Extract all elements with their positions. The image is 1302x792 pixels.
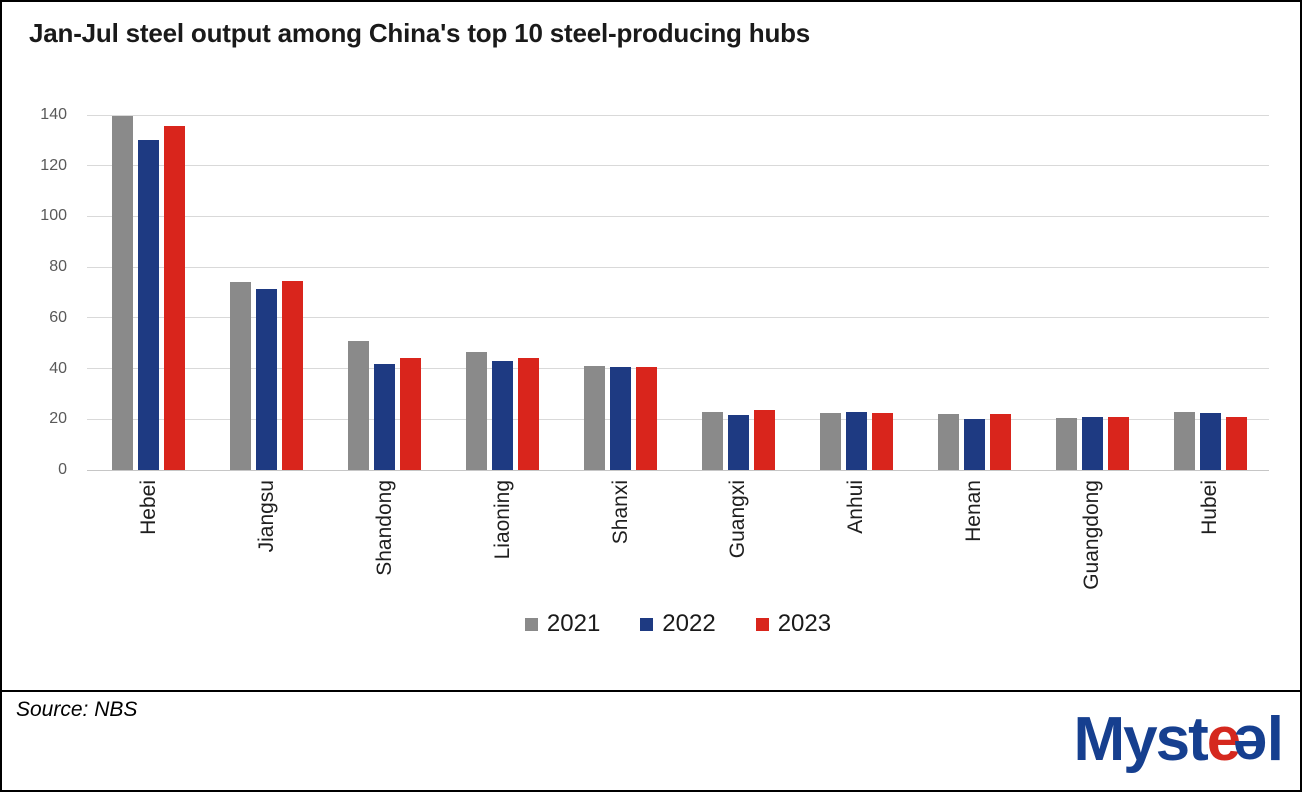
y-tick-label-60: 60 xyxy=(49,308,67,326)
bar-group-guangdong xyxy=(1033,115,1151,470)
bar-group-hebei xyxy=(90,115,208,470)
bar-2023-shanxi xyxy=(636,367,658,470)
bar-2021-hebei xyxy=(112,116,134,470)
bar-2023-liaoning xyxy=(518,358,540,470)
legend: 2021 2022 2023 xyxy=(87,610,1269,638)
legend-item-2022: 2022 xyxy=(640,610,716,638)
x-category-label-guangdong: Guangdong xyxy=(1080,480,1104,590)
bar-2021-shandong xyxy=(348,340,370,470)
bar-2022-shandong xyxy=(374,363,396,470)
bar-2021-hubei xyxy=(1173,411,1195,470)
bar-2022-jiangsu xyxy=(256,288,278,470)
legend-swatch-2023 xyxy=(755,617,769,631)
logo-text-l: l xyxy=(1266,705,1284,774)
x-category-label-shandong: Shandong xyxy=(372,480,396,576)
bar-group-liaoning xyxy=(444,115,562,470)
bar-group-shanxi xyxy=(562,115,680,470)
bar-2021-liaoning xyxy=(466,352,488,470)
gridline-100 xyxy=(87,215,1269,217)
legend-item-2023: 2023 xyxy=(755,610,832,638)
bar-2021-henan xyxy=(937,414,959,470)
bar-2021-guangdong xyxy=(1055,418,1077,470)
legend-label-2022: 2022 xyxy=(662,610,716,637)
footer-divider xyxy=(2,690,1300,692)
bar-2022-henan xyxy=(963,419,985,470)
gridline-40 xyxy=(87,368,1269,370)
bar-2023-guangdong xyxy=(1107,416,1129,470)
x-category-label-guangxi: Guangxi xyxy=(726,480,750,559)
y-tick-label-0: 0 xyxy=(58,461,67,478)
bar-group-jiangsu xyxy=(208,115,326,470)
bar-2023-jiangsu xyxy=(282,281,304,470)
logo-text-e-blue-flipped: e xyxy=(1235,712,1268,781)
bar-2023-anhui xyxy=(871,412,893,470)
bar-group-hubei xyxy=(1151,115,1269,470)
x-category-label-hebei: Hebei xyxy=(136,480,160,535)
gridline-60 xyxy=(87,317,1269,319)
bar-2022-liaoning xyxy=(492,360,514,470)
bar-2023-guangxi xyxy=(753,410,775,470)
gridline-20 xyxy=(87,418,1269,420)
bar-2022-hebei xyxy=(138,140,160,470)
bar-2023-shandong xyxy=(400,358,422,470)
bar-2022-guangdong xyxy=(1081,416,1103,470)
gridline-140 xyxy=(87,114,1269,116)
bar-2021-jiangsu xyxy=(230,282,252,470)
y-tick-label-20: 20 xyxy=(49,410,67,428)
legend-label-2023: 2023 xyxy=(777,610,832,637)
y-tick-label-120: 120 xyxy=(40,156,67,174)
x-category-label-henan: Henan xyxy=(962,480,986,542)
gridline-80 xyxy=(87,266,1269,268)
legend-item-2021: 2021 xyxy=(524,610,601,638)
x-category-label-hubei: Hubei xyxy=(1198,480,1222,535)
logo-text-e-red: e xyxy=(1206,705,1242,774)
x-category-label-shanxi: Shanxi xyxy=(608,480,632,545)
bar-2021-anhui xyxy=(819,412,841,470)
logo-text-myst: Myst xyxy=(1073,705,1209,774)
x-category-label-liaoning: Liaoning xyxy=(490,480,514,560)
bar-2022-hubei xyxy=(1199,412,1221,470)
source-text: Source: NBS xyxy=(16,698,138,721)
bar-2022-guangxi xyxy=(727,415,749,470)
x-category-label-anhui: Anhui xyxy=(844,480,868,534)
bar-group-guangxi xyxy=(680,115,798,470)
bar-2023-hebei xyxy=(164,126,186,470)
y-tick-label-100: 100 xyxy=(40,207,67,225)
bar-2022-shanxi xyxy=(610,367,632,470)
legend-swatch-2021 xyxy=(524,617,538,631)
y-tick-label-80: 80 xyxy=(49,258,67,276)
x-category-label-jiangsu: Jiangsu xyxy=(254,480,278,553)
y-tick-label-40: 40 xyxy=(49,359,67,377)
bar-2021-shanxi xyxy=(584,366,606,470)
legend-swatch-2022 xyxy=(640,617,654,631)
y-tick-label-140: 140 xyxy=(40,106,67,123)
bar-group-shandong xyxy=(326,115,444,470)
chart-title: Jan-Jul steel output among China's top 1… xyxy=(29,18,811,48)
bar-2021-guangxi xyxy=(701,411,723,470)
gridline-120 xyxy=(87,165,1269,167)
gridline-0 xyxy=(87,469,1269,471)
mysteel-logo: Mysteel xyxy=(1073,704,1285,781)
bar-group-henan xyxy=(915,115,1033,470)
legend-label-2021: 2021 xyxy=(546,610,601,637)
bar-2023-henan xyxy=(989,414,1011,470)
bar-2022-anhui xyxy=(845,411,867,470)
bar-group-anhui xyxy=(797,115,915,470)
bar-2023-hubei xyxy=(1225,416,1247,470)
